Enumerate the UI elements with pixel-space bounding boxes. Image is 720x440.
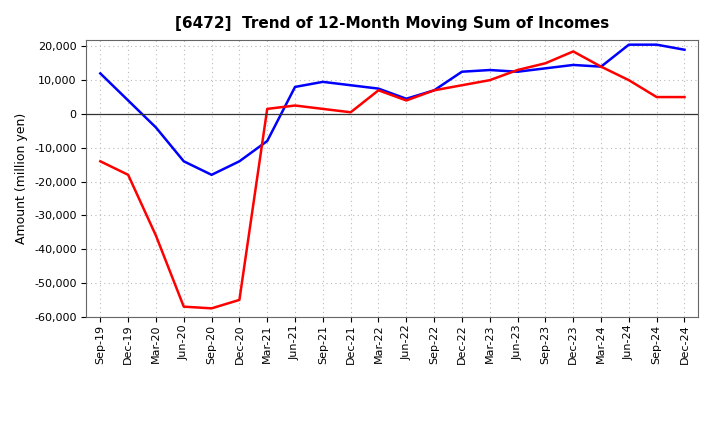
Ordinary Income [207, 172, 216, 177]
Net Income [569, 49, 577, 54]
Net Income [152, 233, 161, 238]
Ordinary Income [624, 42, 633, 48]
Ordinary Income [597, 64, 606, 69]
Ordinary Income [152, 125, 161, 130]
Net Income [624, 77, 633, 83]
Net Income [263, 106, 271, 111]
Ordinary Income [374, 86, 383, 91]
Net Income [124, 172, 132, 177]
Net Income [207, 306, 216, 311]
Net Income [458, 83, 467, 88]
Ordinary Income [235, 159, 243, 164]
Ordinary Income [680, 47, 689, 52]
Ordinary Income [402, 96, 410, 101]
Ordinary Income [346, 83, 355, 88]
Net Income [96, 159, 104, 164]
Ordinary Income [291, 84, 300, 90]
Net Income [513, 67, 522, 73]
Ordinary Income [124, 98, 132, 103]
Ordinary Income [569, 62, 577, 68]
Net Income [374, 88, 383, 93]
Ordinary Income [513, 69, 522, 74]
Net Income [402, 98, 410, 103]
Title: [6472]  Trend of 12-Month Moving Sum of Incomes: [6472] Trend of 12-Month Moving Sum of I… [175, 16, 610, 32]
Net Income [485, 77, 494, 83]
Net Income [541, 61, 550, 66]
Ordinary Income [485, 67, 494, 73]
Line: Net Income: Net Income [100, 51, 685, 308]
Ordinary Income [652, 42, 661, 48]
Ordinary Income [263, 138, 271, 143]
Net Income [680, 95, 689, 100]
Ordinary Income [179, 159, 188, 164]
Ordinary Income [458, 69, 467, 74]
Net Income [179, 304, 188, 309]
Ordinary Income [430, 88, 438, 93]
Ordinary Income [541, 66, 550, 71]
Line: Ordinary Income: Ordinary Income [100, 45, 685, 175]
Ordinary Income [318, 79, 327, 84]
Ordinary Income [96, 71, 104, 76]
Net Income [291, 103, 300, 108]
Net Income [346, 110, 355, 115]
Net Income [235, 297, 243, 303]
Net Income [652, 95, 661, 100]
Y-axis label: Amount (million yen): Amount (million yen) [16, 113, 29, 244]
Net Income [597, 64, 606, 69]
Net Income [318, 106, 327, 111]
Net Income [430, 88, 438, 93]
